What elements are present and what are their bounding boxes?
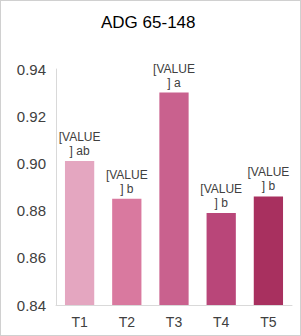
svg-text:0.86: 0.86 <box>17 249 46 266</box>
svg-text:[VALUE: [VALUE <box>59 130 101 144</box>
svg-text:T4: T4 <box>213 314 230 330</box>
svg-text:] b: ] b <box>215 196 229 210</box>
svg-text:T1: T1 <box>71 314 88 330</box>
svg-text:] b: ] b <box>120 182 134 196</box>
svg-text:ADG 65-148: ADG 65-148 <box>101 13 196 32</box>
svg-text:T2: T2 <box>119 314 136 330</box>
svg-text:T3: T3 <box>166 314 183 330</box>
svg-text:[VALUE: [VALUE <box>200 182 242 196</box>
svg-text:] ab: ] ab <box>70 144 90 158</box>
svg-text:0.90: 0.90 <box>17 155 46 172</box>
svg-text:0.84: 0.84 <box>17 297 46 314</box>
svg-text:] b: ] b <box>262 179 276 193</box>
svg-text:0.92: 0.92 <box>17 108 46 125</box>
svg-text:] a: ] a <box>167 76 181 90</box>
svg-text:0.94: 0.94 <box>17 61 46 78</box>
svg-text:[VALUE: [VALUE <box>248 165 290 179</box>
svg-text:[VALUE: [VALUE <box>106 168 148 182</box>
svg-text:0.88: 0.88 <box>17 202 46 219</box>
svg-text:T5: T5 <box>260 314 277 330</box>
svg-text:[VALUE: [VALUE <box>153 62 195 76</box>
